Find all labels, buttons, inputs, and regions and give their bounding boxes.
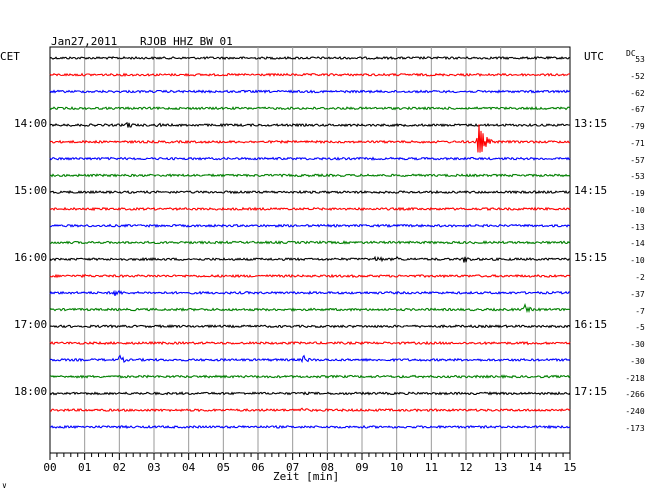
dc-offset: -266 bbox=[625, 390, 645, 400]
dc-offset: -79 bbox=[630, 122, 645, 132]
x-tick-label: 10 bbox=[390, 461, 403, 474]
left-timezone: CET bbox=[0, 50, 20, 63]
left-hour-label: 15:00 bbox=[14, 184, 48, 198]
dc-offset: -57 bbox=[630, 155, 645, 165]
trace-line bbox=[49, 391, 571, 396]
trace-line bbox=[49, 55, 571, 61]
x-tick-label: 15 bbox=[563, 461, 576, 474]
dc-offset: -30 bbox=[630, 340, 645, 350]
trace-line bbox=[49, 273, 571, 279]
x-tick-label: 09 bbox=[355, 461, 368, 474]
dc-offset: -14 bbox=[630, 239, 645, 249]
dc-offset: -10 bbox=[630, 205, 645, 215]
x-tick-label: 02 bbox=[113, 461, 126, 474]
trace-line bbox=[49, 121, 571, 128]
trace-line bbox=[49, 106, 571, 111]
trace-line bbox=[49, 340, 571, 346]
left-hour-label: 14:00 bbox=[14, 117, 48, 131]
trace-line bbox=[49, 173, 571, 178]
trace-line bbox=[49, 374, 571, 380]
dc-offset: 53 bbox=[635, 55, 645, 64]
x-tick-label: 01 bbox=[78, 461, 91, 474]
right-hour-label: 17:15 bbox=[574, 385, 608, 399]
x-tick-label: 11 bbox=[425, 461, 438, 474]
dc-offset: -37 bbox=[630, 289, 645, 299]
dc-offset: -53 bbox=[630, 172, 645, 182]
dc-offset: -71 bbox=[630, 138, 645, 148]
right-hour-label: 15:15 bbox=[574, 251, 608, 265]
trace-line bbox=[49, 407, 571, 413]
dc-offset: -7 bbox=[635, 306, 645, 316]
trace-line bbox=[49, 156, 571, 161]
right-timezone: UTC bbox=[584, 50, 604, 63]
dc-offset: -52 bbox=[630, 71, 645, 81]
dc-offset: -240 bbox=[625, 407, 645, 417]
dc-offset: -10 bbox=[630, 256, 645, 266]
trace-line bbox=[49, 189, 571, 195]
left-hour-label: 16:00 bbox=[14, 251, 48, 265]
trace-line bbox=[49, 89, 571, 94]
trace-line bbox=[49, 255, 571, 263]
dc-offset: -67 bbox=[630, 105, 645, 115]
trace-line bbox=[49, 424, 571, 430]
trace-line bbox=[49, 206, 571, 212]
dc-offset: -13 bbox=[630, 222, 645, 232]
trace-line bbox=[49, 324, 571, 329]
dc-offset: -19 bbox=[630, 189, 645, 199]
left-hour-label: 18:00 bbox=[14, 385, 48, 399]
x-tick-label: 07 bbox=[286, 461, 299, 474]
dc-offset: -5 bbox=[635, 323, 645, 333]
dc-offset: -173 bbox=[625, 423, 645, 433]
x-tick-label: 00 bbox=[43, 461, 56, 474]
plot-frame bbox=[49, 46, 571, 454]
x-tick-label: 14 bbox=[529, 461, 543, 474]
trace-line bbox=[49, 240, 571, 245]
trace-line bbox=[50, 223, 570, 228]
trace-line bbox=[49, 72, 570, 78]
right-hour-label: 13:15 bbox=[574, 117, 608, 131]
dc-offset: -2 bbox=[635, 273, 645, 282]
dc-offset: -62 bbox=[630, 88, 645, 98]
x-tick-label: 08 bbox=[321, 461, 334, 474]
dc-label: DC bbox=[626, 49, 636, 58]
x-tick-label: 12 bbox=[459, 461, 472, 474]
dc-offset: -218 bbox=[625, 373, 645, 383]
right-hour-label: 16:15 bbox=[574, 318, 608, 332]
x-tick-label: 06 bbox=[251, 461, 264, 474]
dc-offset: -30 bbox=[630, 356, 645, 366]
trace-line bbox=[49, 124, 571, 153]
trace-line bbox=[49, 303, 571, 314]
x-tick-label: 13 bbox=[494, 461, 507, 474]
trace-line bbox=[49, 354, 571, 364]
corner-marker: ∨ bbox=[2, 481, 7, 490]
x-tick-label: 04 bbox=[182, 461, 196, 474]
trace-line bbox=[49, 289, 571, 297]
right-hour-label: 14:15 bbox=[574, 184, 608, 198]
chart-station: RJOB HHZ BW 01 bbox=[140, 35, 233, 48]
chart-date: Jan27,2011 bbox=[51, 35, 118, 48]
x-tick-label: 05 bbox=[217, 461, 230, 474]
x-axis-label: Zeit [min] bbox=[273, 470, 340, 483]
x-tick-label: 03 bbox=[147, 461, 160, 474]
left-hour-label: 17:00 bbox=[14, 318, 48, 332]
